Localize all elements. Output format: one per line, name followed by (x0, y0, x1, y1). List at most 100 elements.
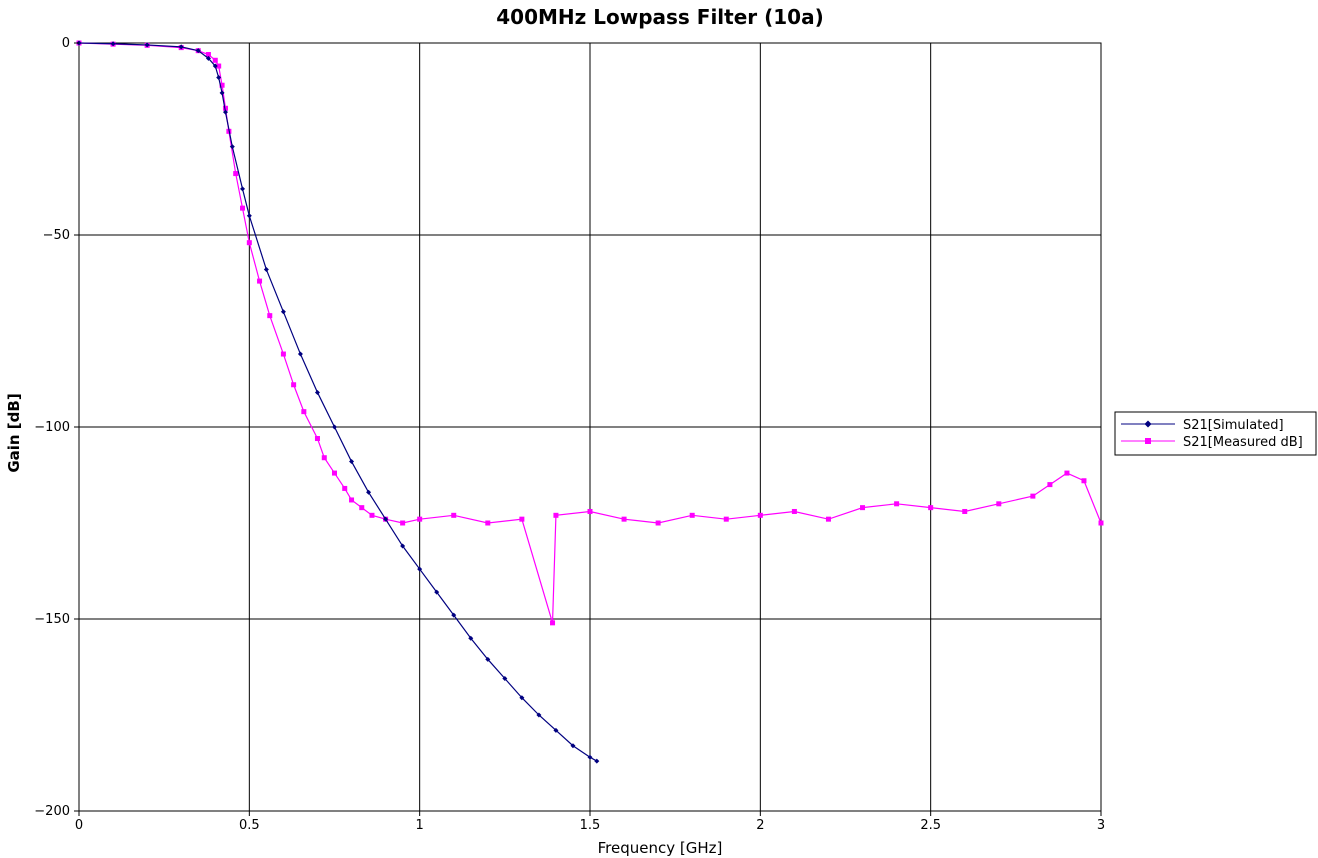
data-point (222, 105, 228, 111)
data-point (240, 186, 246, 192)
data-point (894, 501, 900, 507)
data-point (257, 278, 263, 284)
x-tick-label: 0 (75, 818, 83, 833)
series-layer (76, 40, 1104, 764)
data-point (233, 171, 239, 177)
x-tick-label: 2 (756, 818, 764, 833)
data-point (359, 505, 365, 511)
x-tick-label: 2.5 (920, 818, 941, 833)
data-point (267, 313, 273, 319)
x-tick-label: 0.5 (239, 818, 260, 833)
data-point (860, 505, 866, 511)
data-point (205, 55, 211, 61)
data-point (723, 516, 729, 522)
data-point (536, 712, 542, 718)
data-point (195, 48, 201, 54)
data-point (246, 213, 252, 219)
data-point (1098, 520, 1104, 526)
legend: S21[Simulated] S21[Measured dB] (1114, 411, 1317, 456)
data-point (222, 109, 228, 115)
y-tick-label: −50 (43, 228, 70, 243)
data-point (280, 351, 286, 357)
y-axis-title: Gain [dB] (5, 393, 23, 472)
grid (78, 42, 1102, 812)
chart-title: 400MHz Lowpass Filter (10a) (496, 5, 823, 29)
data-point (178, 44, 184, 50)
data-point (485, 656, 491, 662)
x-axis-ticks: 0 0.5 1 1.5 2 2.5 3 (75, 811, 1105, 833)
legend-label-simulated: S21[Simulated] (1183, 418, 1284, 433)
data-point (216, 75, 222, 81)
data-point (928, 505, 934, 511)
data-point (314, 389, 320, 395)
data-point (1064, 470, 1070, 476)
legend-marker-measured (1145, 438, 1151, 444)
data-point (342, 485, 348, 491)
data-point (110, 41, 116, 47)
data-point (240, 205, 246, 211)
data-point (451, 612, 457, 618)
legend-marker-simulated (1144, 420, 1152, 428)
data-point (587, 754, 593, 760)
data-point (219, 82, 225, 88)
x-tick-label: 1 (416, 818, 424, 833)
data-point (468, 635, 474, 641)
data-point (263, 267, 269, 273)
data-point (502, 676, 508, 682)
y-tick-label: −150 (34, 612, 70, 627)
data-point (301, 409, 307, 415)
data-point (229, 144, 235, 150)
data-point (369, 512, 375, 518)
data-point (570, 743, 576, 749)
y-tick-label: 0 (62, 36, 70, 51)
x-tick-label: 3 (1097, 818, 1105, 833)
data-point (434, 589, 440, 595)
data-point (280, 309, 286, 315)
y-tick-label: −100 (34, 420, 70, 435)
data-point (655, 520, 661, 526)
data-point (1081, 478, 1087, 484)
legend-box (1114, 411, 1317, 456)
data-point (212, 63, 218, 69)
x-tick-label: 1.5 (580, 818, 601, 833)
data-point (383, 516, 389, 522)
data-point (205, 52, 211, 58)
data-point (297, 351, 303, 357)
data-point (962, 508, 968, 514)
data-point (553, 512, 559, 518)
data-point (451, 512, 457, 518)
data-point (621, 516, 627, 522)
data-point (519, 695, 525, 701)
data-point (519, 516, 525, 522)
legend-label-measured: S21[Measured dB] (1183, 435, 1303, 450)
series-measured (76, 40, 1104, 626)
data-point (332, 424, 337, 430)
data-point (219, 90, 225, 96)
series-simulated (76, 40, 600, 764)
data-point (1047, 482, 1053, 488)
data-point (485, 520, 491, 526)
data-point (246, 240, 252, 246)
data-point (291, 382, 297, 388)
data-point (791, 508, 797, 514)
x-axis-title: Frequency [GHz] (598, 839, 723, 857)
data-point (553, 727, 559, 733)
series-line (78, 42, 598, 762)
data-point (825, 516, 831, 522)
data-point (417, 516, 423, 522)
data-point (366, 489, 372, 495)
data-point (400, 543, 406, 549)
data-point (144, 42, 150, 48)
y-tick-label: −200 (34, 804, 70, 819)
data-point (332, 470, 337, 476)
data-point (321, 455, 327, 461)
data-point (417, 566, 423, 572)
data-point (212, 57, 218, 63)
data-point (400, 520, 406, 526)
data-point (689, 512, 695, 518)
data-point (587, 508, 593, 514)
data-point (594, 758, 600, 764)
data-point (1030, 493, 1036, 499)
data-point (216, 63, 222, 69)
